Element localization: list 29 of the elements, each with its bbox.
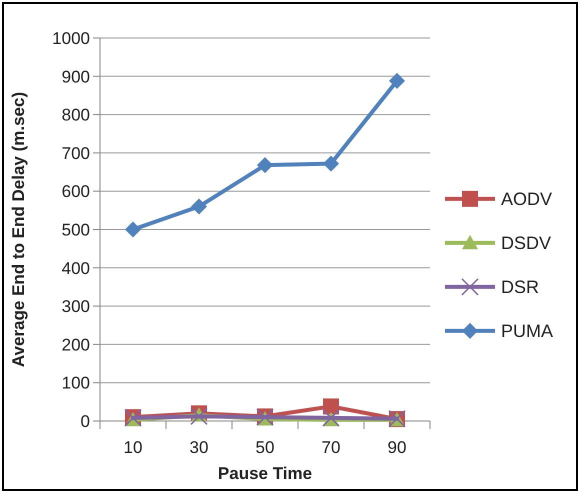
point: [190, 408, 208, 426]
legend-label: PUMA: [501, 321, 554, 342]
y-axis-title: Average End to End Delay (m.sec): [9, 92, 28, 368]
y-tick-label: 100: [62, 374, 90, 393]
y-tick-label: 400: [62, 258, 90, 278]
y-tick-label: 1000: [52, 28, 90, 48]
point: [191, 198, 207, 215]
point: [323, 398, 339, 414]
x-tick-label: 70: [322, 438, 340, 457]
legend-label: DSR: [501, 277, 540, 298]
point: [389, 72, 405, 89]
x-tick-label: 30: [190, 438, 208, 457]
y-tick-label: 600: [62, 182, 90, 202]
y-tick-label: 700: [62, 144, 90, 163]
legend-label: DSDV: [501, 233, 552, 254]
y-tick-label: 200: [62, 335, 90, 354]
y-tick-label: 500: [62, 220, 90, 240]
y-tick-label: 800: [62, 106, 90, 125]
x-tick-label: 90: [388, 438, 406, 457]
point: [323, 156, 339, 172]
x-tick-label: 50: [256, 438, 274, 457]
legend-label: AODV: [501, 189, 552, 210]
x-axis-title: Pause Time: [218, 464, 312, 483]
point: [125, 222, 141, 238]
point: [257, 157, 273, 174]
y-tick-label: 900: [62, 67, 90, 86]
y-tick-label: 0: [80, 412, 90, 431]
x-tick-label: 10: [124, 438, 142, 457]
y-tick-label: 300: [62, 297, 90, 316]
